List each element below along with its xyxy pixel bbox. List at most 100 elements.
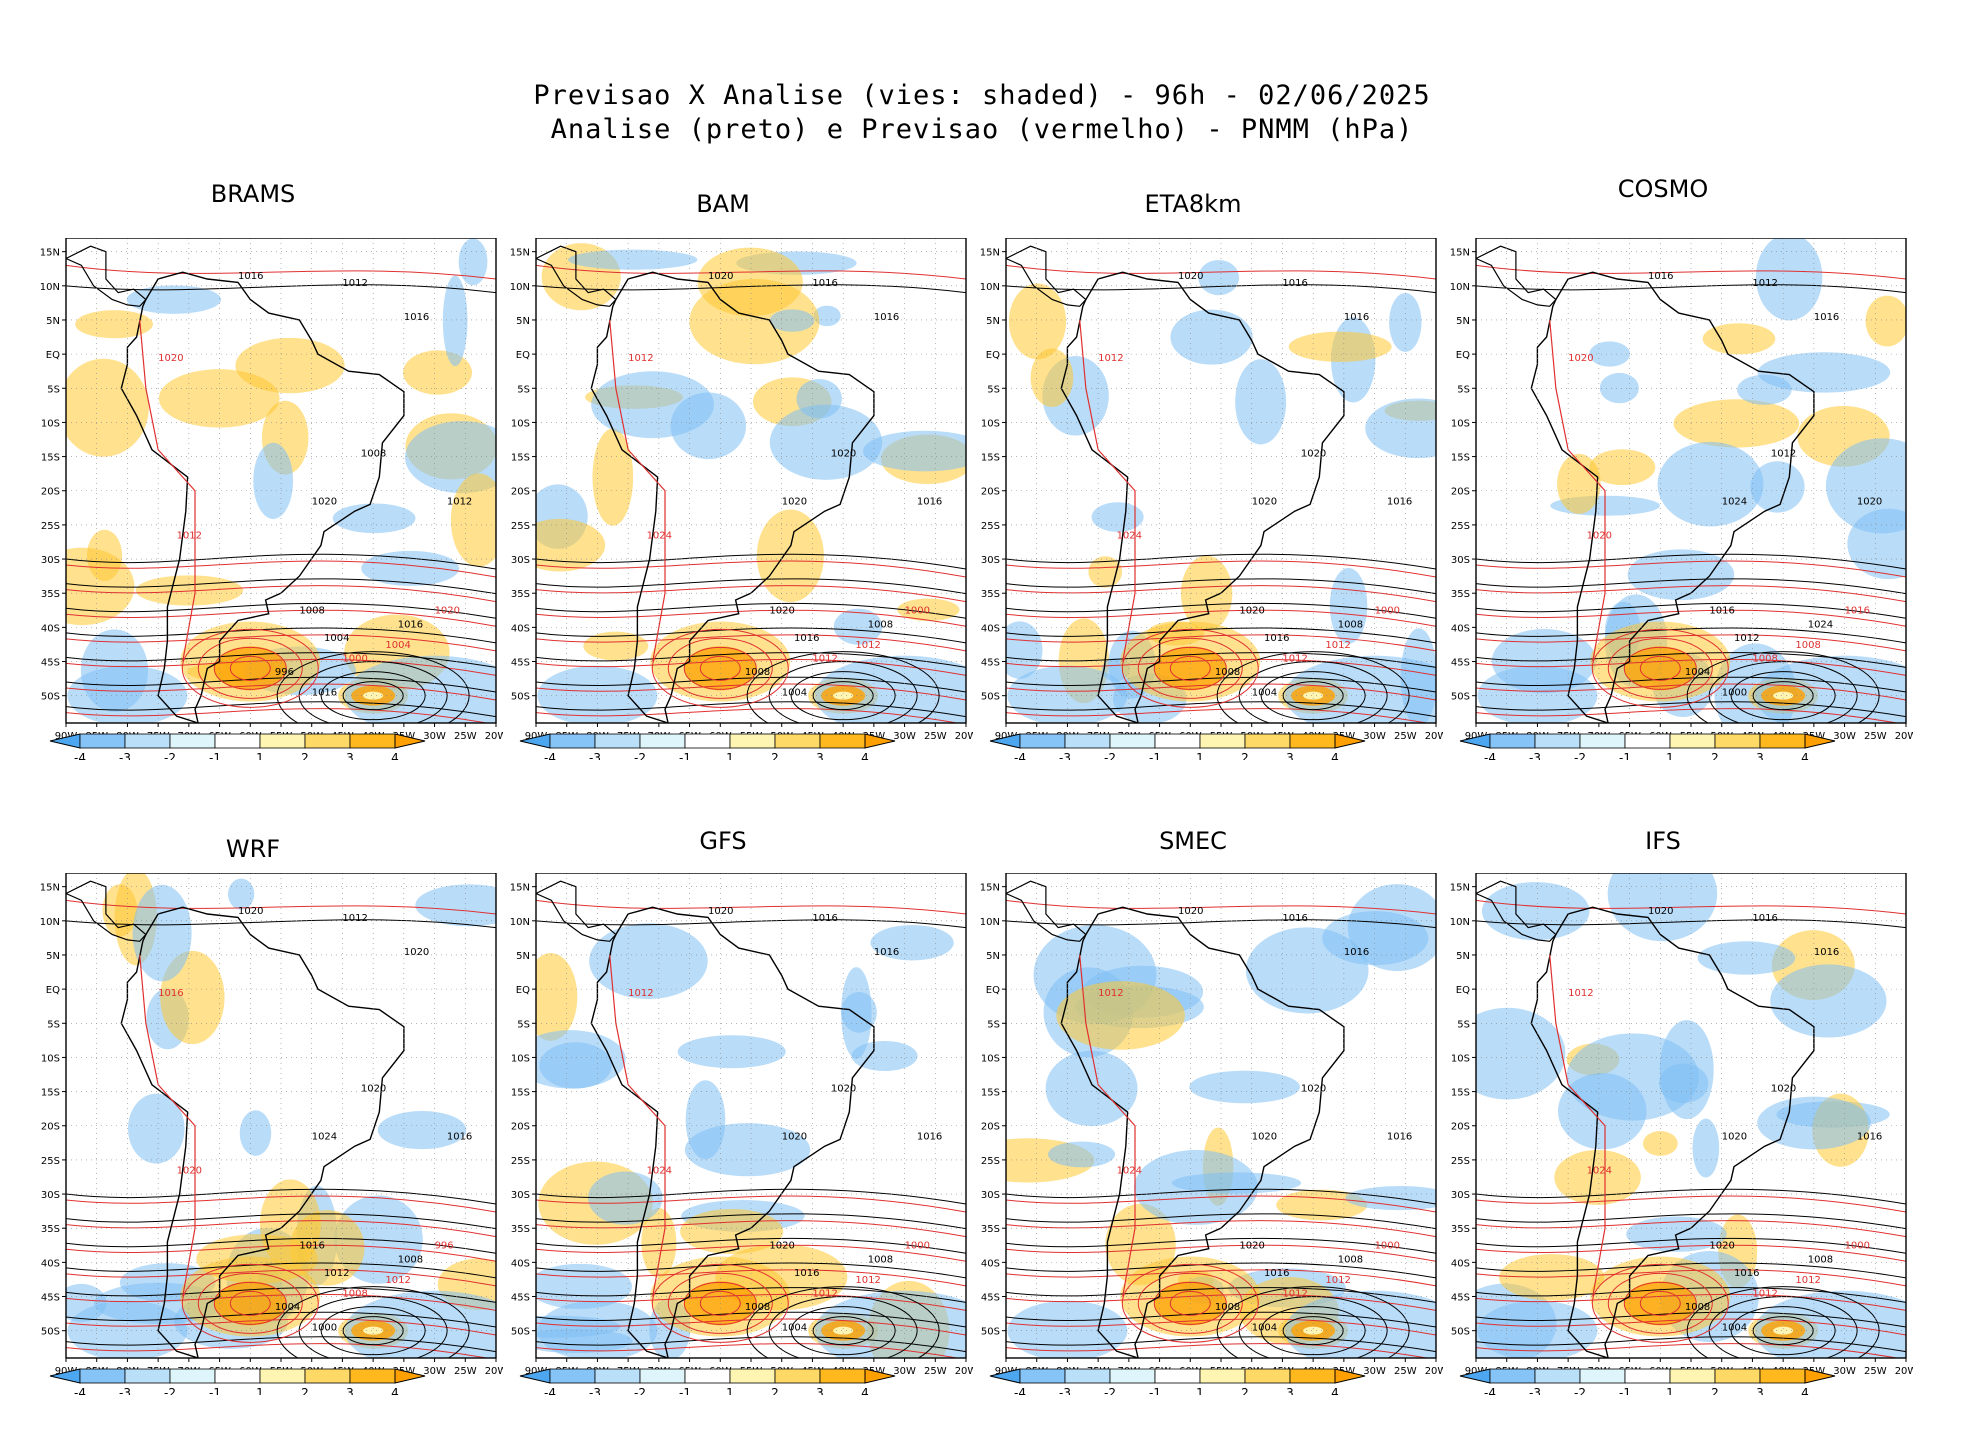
isobar-label: 1008 — [1752, 654, 1777, 665]
colorbar-label: -4 — [1484, 1386, 1496, 1395]
isobar-label: 1020 — [708, 906, 733, 917]
isobar-label: 1000 — [342, 654, 367, 665]
lat-tick-label: 10S — [41, 418, 60, 429]
colorbar-label: -1 — [1619, 751, 1631, 760]
colorbar-label: 1 — [1666, 751, 1674, 760]
south-america-outline — [590, 271, 875, 723]
colorbar-swatch — [79, 1368, 126, 1384]
bias-map: 1016 1012 1020 1016 1020 1012 1008 1004 1000 996 1… — [40, 238, 503, 742]
colorbar: -4 -3 -2 -1 1 2 3 4 — [519, 733, 896, 760]
isobar-label: 1024 — [647, 1166, 672, 1177]
lon-tick-label: 25W — [924, 731, 947, 742]
lon-tick-label: 20W — [485, 1366, 503, 1377]
isobar-label: 1024 — [647, 531, 672, 542]
colorbar-swatch — [549, 733, 596, 749]
isobar-label: 1020 — [1771, 1084, 1796, 1095]
panel-eta8km: ETA8km 1020 1016 1012 1016 1020 1024 1020 1016 10… — [978, 190, 1443, 810]
lat-tick-label: 15S — [1451, 453, 1470, 464]
lat-tick-label: 40S — [1451, 1258, 1470, 1269]
colorbar-swatch — [79, 733, 126, 749]
colorbar-swatch — [1109, 1368, 1156, 1384]
colorbar-arrow-low — [519, 1368, 551, 1384]
lat-tick-label: 30S — [511, 1190, 530, 1201]
isobar-label: 1004 — [275, 1302, 300, 1313]
colorbar-label: 1 — [256, 751, 264, 760]
lon-tick-label: 90W — [525, 731, 548, 742]
colorbar-label: -1 — [209, 1386, 221, 1395]
central-america-outline — [536, 245, 617, 307]
colorbar-arrow-high — [1334, 733, 1366, 749]
isobar-label: 1016 — [238, 271, 263, 282]
lat-tick-label: 15N — [980, 248, 1000, 259]
isobar-label: 1012 — [1795, 1275, 1820, 1286]
lat-tick-label: 10S — [981, 1053, 1000, 1064]
isobar-label: 1000 — [1722, 688, 1747, 699]
colorbar-swatch — [1019, 1368, 1066, 1384]
isobar-label: 1016 — [1752, 913, 1777, 924]
colorbar-swatch — [304, 733, 351, 749]
lat-tick-label: 5S — [987, 384, 1000, 395]
isobar-label: 1004 — [782, 688, 807, 699]
colorbar-label: 4 — [391, 751, 399, 760]
lat-tick-label: 10S — [1451, 1053, 1470, 1064]
lat-tick-label: 15N — [510, 248, 530, 259]
lat-tick-label: 10S — [981, 418, 1000, 429]
lat-tick-label: 35S — [981, 589, 1000, 600]
colorbar-swatch — [1759, 1368, 1806, 1384]
isobar-label: 1016 — [794, 633, 819, 644]
isobar-label: 1016 — [1344, 947, 1369, 958]
colorbar-label: 3 — [816, 751, 824, 760]
lat-tick-label: 10N — [1450, 282, 1470, 293]
isobar-label: 1020 — [1587, 531, 1612, 542]
lat-tick-label: 5S — [1457, 384, 1470, 395]
colorbar-label: -2 — [1104, 751, 1116, 760]
lon-tick-label: 20W — [1895, 1366, 1913, 1377]
lon-tick-label: 90W — [55, 731, 78, 742]
colorbar-label: -2 — [634, 751, 646, 760]
south-america-outline — [120, 906, 405, 1358]
isobar-label: 1024 — [1808, 619, 1833, 630]
isobar-label: 1004 — [1252, 1323, 1277, 1334]
isobar-label: 1016 — [1845, 606, 1870, 617]
panel-title: SMEC — [1159, 827, 1227, 855]
lat-tick-label: 5N — [986, 316, 1000, 327]
lat-tick-label: 30S — [1451, 1190, 1470, 1201]
isobar-label: 1008 — [299, 606, 324, 617]
colorbar-label: 3 — [1286, 1386, 1294, 1395]
colorbar-arrow-low — [519, 733, 551, 749]
lat-tick-label: 20S — [511, 487, 530, 498]
lat-tick-label: 40S — [511, 1258, 530, 1269]
isobar-label: 1016 — [1734, 1268, 1759, 1279]
colorbar-label: -1 — [209, 751, 221, 760]
bias-map: 1020 1016 1012 1016 1020 1024 1020 1016 1012 1008… — [980, 238, 1443, 742]
isobar-label: 1008 — [868, 1254, 893, 1265]
isobar-label: 1008 — [1685, 1302, 1710, 1313]
colorbar: -4 -3 -2 -1 1 2 3 4 — [49, 1368, 426, 1395]
lat-tick-label: 10N — [510, 282, 530, 293]
lat-tick-label: 5S — [47, 384, 60, 395]
lat-tick-label: 50S — [1451, 692, 1470, 703]
colorbar-label: -3 — [589, 1386, 601, 1395]
central-america-outline — [536, 880, 617, 942]
colorbar-label: -4 — [1484, 751, 1496, 760]
colorbar-swatch — [1534, 733, 1581, 749]
lat-tick-label: 10N — [980, 917, 1000, 928]
colorbar-swatch — [214, 733, 261, 749]
lat-tick-label: 35S — [1451, 589, 1470, 600]
isobar-label: 1020 — [1568, 353, 1593, 364]
isobar-label: 1004 — [324, 633, 349, 644]
isobar-label: 1020 — [312, 496, 337, 507]
colorbar-swatch — [594, 733, 641, 749]
lat-tick-label: 5N — [516, 951, 530, 962]
lon-tick-label: 20W — [485, 731, 503, 742]
panel-bam: BAM 1020 1016 1012 1016 1020 1024 1020 1016 1012 1… — [508, 190, 973, 810]
isobar-label: 1020 — [177, 1166, 202, 1177]
colorbar-label: 3 — [346, 1386, 354, 1395]
colorbar-swatch — [729, 1368, 776, 1384]
colorbar: -4 -3 -2 -1 1 2 3 4 — [49, 733, 426, 760]
lon-tick-label: 25W — [1864, 1366, 1887, 1377]
colorbar-arrow-low — [49, 733, 81, 749]
colorbar-swatch — [1489, 733, 1536, 749]
lat-tick-label: 5S — [517, 1019, 530, 1030]
lon-tick-label: 90W — [1465, 731, 1488, 742]
